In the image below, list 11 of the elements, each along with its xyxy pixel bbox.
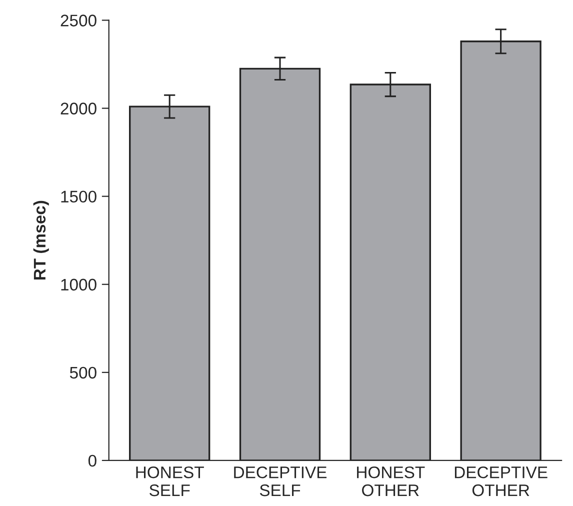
y-tick-label: 1000: [61, 278, 96, 291]
x-tick-label: DECEPTIVE OTHER: [454, 466, 548, 496]
y-tick-label: 500: [70, 366, 96, 379]
y-tick-label: 2500: [60, 14, 96, 26]
y-tick-label: 1500: [61, 190, 96, 203]
x-tick-label: HONEST OTHER: [357, 466, 425, 496]
y-axis-title: RT (msec): [33, 200, 49, 280]
x-tick-label: HONEST SELF: [136, 466, 204, 496]
y-tick-label: 2000: [60, 102, 96, 114]
x-tick-label: DECEPTIVE SELF: [234, 466, 327, 496]
y-tick-label: 0: [88, 454, 96, 467]
